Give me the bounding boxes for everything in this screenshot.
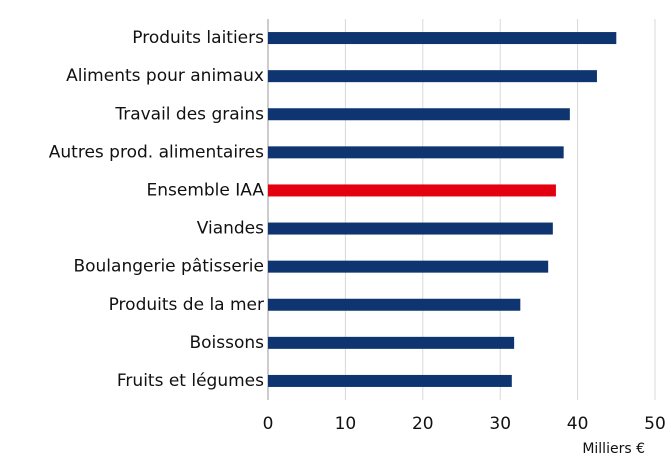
y-tick-label: Fruits et légumes (117, 371, 264, 391)
y-tick-label: Boulangerie pâtisserie (73, 257, 264, 277)
bar (268, 222, 553, 235)
y-tick-label: Viandes (197, 219, 264, 239)
bar (268, 146, 564, 159)
y-tick-label: Autres prod. alimentaires (49, 142, 264, 162)
x-tick-label: 10 (335, 414, 357, 434)
x-tick-label: 20 (412, 414, 434, 434)
y-tick-label: Produits laitiers (132, 28, 264, 48)
bar (268, 298, 521, 311)
y-tick-label: Boissons (189, 333, 264, 353)
x-tick-label: 40 (567, 414, 589, 434)
bar (268, 374, 512, 387)
bar (268, 336, 515, 349)
x-axis-label: Milliers € (582, 441, 645, 457)
y-tick-label: Aliments pour animaux (66, 66, 264, 86)
x-tick-label: 50 (644, 414, 666, 434)
y-tick-label: Produits de la mer (109, 295, 264, 315)
bar (268, 184, 556, 197)
bar (268, 260, 549, 273)
y-tick-label: Ensemble IAA (146, 180, 264, 200)
x-tick-label: 30 (489, 414, 511, 434)
bar (268, 108, 570, 121)
y-tick-label: Travail des grains (114, 104, 264, 124)
bar (268, 70, 597, 83)
x-tick-label: 0 (263, 414, 274, 434)
bar (268, 32, 617, 45)
